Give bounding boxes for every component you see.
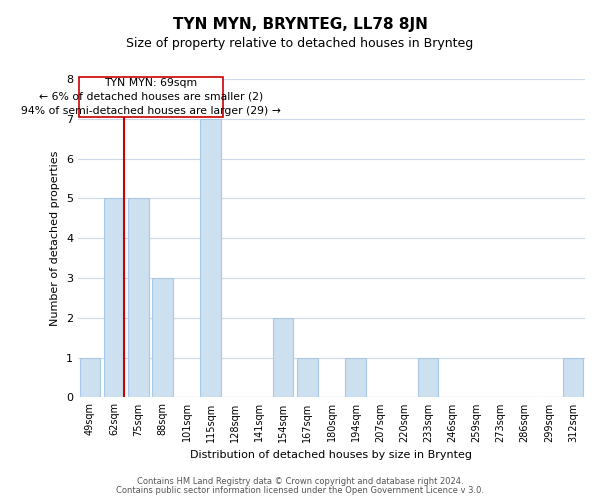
Bar <box>297 358 317 398</box>
Bar <box>104 198 124 398</box>
Bar <box>200 119 221 398</box>
Bar <box>563 358 583 398</box>
Text: Contains public sector information licensed under the Open Government Licence v : Contains public sector information licen… <box>116 486 484 495</box>
Bar <box>128 198 149 398</box>
Y-axis label: Number of detached properties: Number of detached properties <box>50 150 61 326</box>
Text: Size of property relative to detached houses in Brynteg: Size of property relative to detached ho… <box>127 38 473 51</box>
Bar <box>273 318 293 398</box>
Bar <box>152 278 173 398</box>
FancyBboxPatch shape <box>79 77 223 117</box>
X-axis label: Distribution of detached houses by size in Brynteg: Distribution of detached houses by size … <box>190 450 472 460</box>
Bar <box>418 358 439 398</box>
Bar <box>346 358 366 398</box>
Text: TYN MYN, BRYNTEG, LL78 8JN: TYN MYN, BRYNTEG, LL78 8JN <box>173 18 427 32</box>
Bar <box>80 358 100 398</box>
Text: TYN MYN: 69sqm
← 6% of detached houses are smaller (2)
94% of semi-detached hous: TYN MYN: 69sqm ← 6% of detached houses a… <box>21 78 281 116</box>
Text: Contains HM Land Registry data © Crown copyright and database right 2024.: Contains HM Land Registry data © Crown c… <box>137 477 463 486</box>
